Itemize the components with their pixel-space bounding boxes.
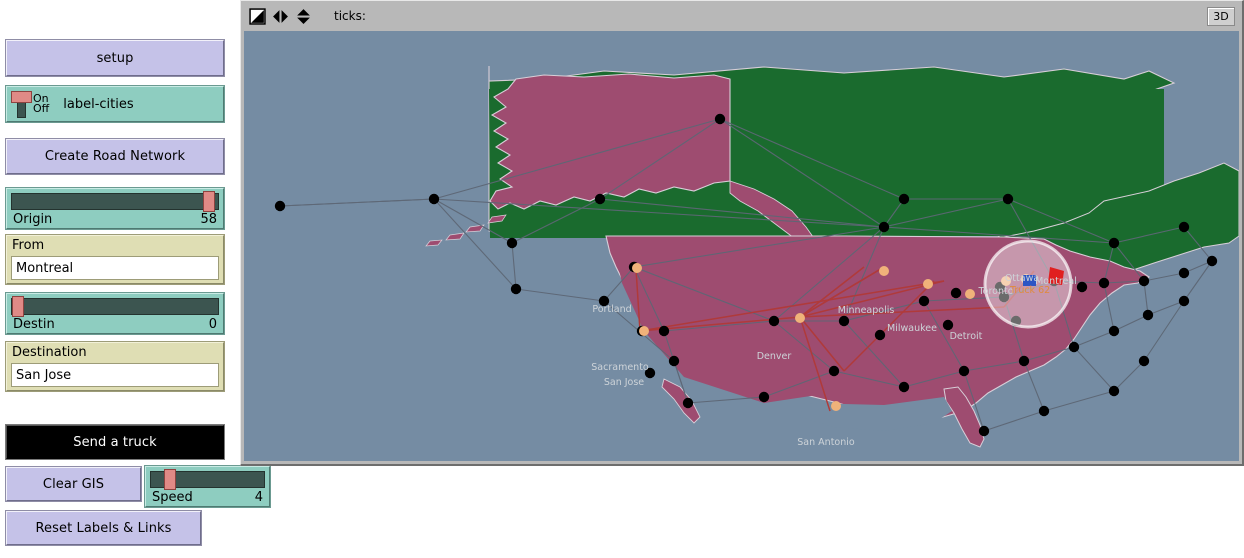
speed-slider-label: Speed [152, 490, 193, 505]
left-right-arrows-icon[interactable] [272, 8, 289, 25]
reset-labels-links-label: Reset Labels & Links [35, 520, 172, 536]
city-label: Portland [592, 304, 631, 315]
origin-slider-thumb[interactable] [203, 191, 215, 212]
city-label: Minneapolis [838, 305, 895, 316]
city-label: Montreal [1035, 276, 1077, 287]
city-label: San Jose [604, 377, 644, 388]
city-label: Toronto [977, 286, 1013, 297]
destin-slider-label: Destin [13, 317, 55, 332]
switch-on-text: On [33, 91, 49, 105]
from-input[interactable]: From Montreal [5, 234, 225, 285]
threed-button[interactable]: 3D [1207, 7, 1235, 26]
switch-cap [11, 91, 32, 103]
node [274, 113, 1218, 437]
alaska-polygon [489, 73, 731, 210]
target-marker [1048, 267, 1064, 285]
destination-input-field[interactable]: San Jose [11, 363, 219, 387]
city-nodes [274, 113, 1218, 437]
setup-button-label: setup [96, 50, 134, 66]
city-label: Detroit [950, 331, 983, 342]
world-view[interactable]: ticks: 3D [240, 0, 1244, 466]
speed-slider-thumb[interactable] [164, 469, 176, 490]
from-input-field[interactable]: Montreal [11, 256, 219, 280]
half-filled-square-icon[interactable] [249, 7, 266, 25]
truck-marker [1023, 275, 1036, 286]
origin-slider-label: Origin [13, 212, 53, 227]
city-label: Ottawa [1005, 273, 1039, 284]
truck-label: Truck 62 [1009, 285, 1050, 296]
origin-slider-value: 58 [200, 212, 217, 227]
destination-input-label: Destination [12, 345, 87, 360]
send-truck-button-label: Send a truck [73, 434, 157, 450]
create-road-network-button[interactable]: Create Road Network [5, 138, 225, 175]
threed-button-label: 3D [1213, 10, 1229, 23]
from-input-label: From [12, 238, 45, 253]
speed-slider-value: 4 [254, 490, 263, 505]
map-svg: Portland Sacramento San Jose Denver Minn… [244, 31, 1239, 461]
destin-slider[interactable]: Destin 0 [5, 292, 225, 335]
landmasses [425, 66, 1239, 448]
city-label: Denver [757, 351, 792, 362]
speed-slider[interactable]: Speed 4 [144, 465, 271, 508]
view-toolbar: ticks: [243, 3, 1240, 29]
send-truck-button[interactable]: Send a truck [5, 424, 225, 460]
clear-gis-button[interactable]: Clear GIS [5, 466, 142, 502]
city-label-group: Portland Sacramento San Jose Denver Minn… [591, 273, 1077, 448]
city-label: Sacramento [591, 362, 649, 373]
clear-gis-button-label: Clear GIS [42, 476, 105, 492]
speed-slider-track[interactable] [150, 471, 265, 488]
city-label: Milwaukee [887, 323, 937, 334]
switch-off-text: Off [33, 102, 50, 115]
aleutian-islands [425, 214, 507, 247]
destin-slider-track[interactable] [11, 298, 219, 315]
origin-slider[interactable]: Origin 58 [5, 187, 225, 230]
up-down-arrows-icon[interactable] [295, 8, 312, 25]
origin-slider-track[interactable] [11, 193, 219, 210]
road-links [279, 118, 1213, 432]
usa-west-block [612, 238, 884, 403]
map-canvas[interactable]: Portland Sacramento San Jose Denver Minn… [244, 31, 1239, 461]
reset-labels-links-button[interactable]: Reset Labels & Links [5, 510, 202, 546]
city-label: San Antonio [797, 437, 855, 448]
destin-slider-value: 0 [208, 317, 217, 332]
label-cities-switch-label: label-cities [63, 96, 134, 112]
switch-knob[interactable] [10, 89, 32, 119]
florida-peninsula [943, 386, 985, 448]
create-road-network-label: Create Road Network [44, 149, 186, 164]
switch-states: On Off [32, 91, 50, 115]
destin-slider-thumb[interactable] [12, 296, 24, 317]
destination-input[interactable]: Destination San Jose [5, 341, 225, 392]
ticks-label: ticks: [334, 9, 366, 23]
setup-button[interactable]: setup [5, 39, 225, 77]
label-cities-switch[interactable]: On Off label-cities [5, 85, 225, 123]
